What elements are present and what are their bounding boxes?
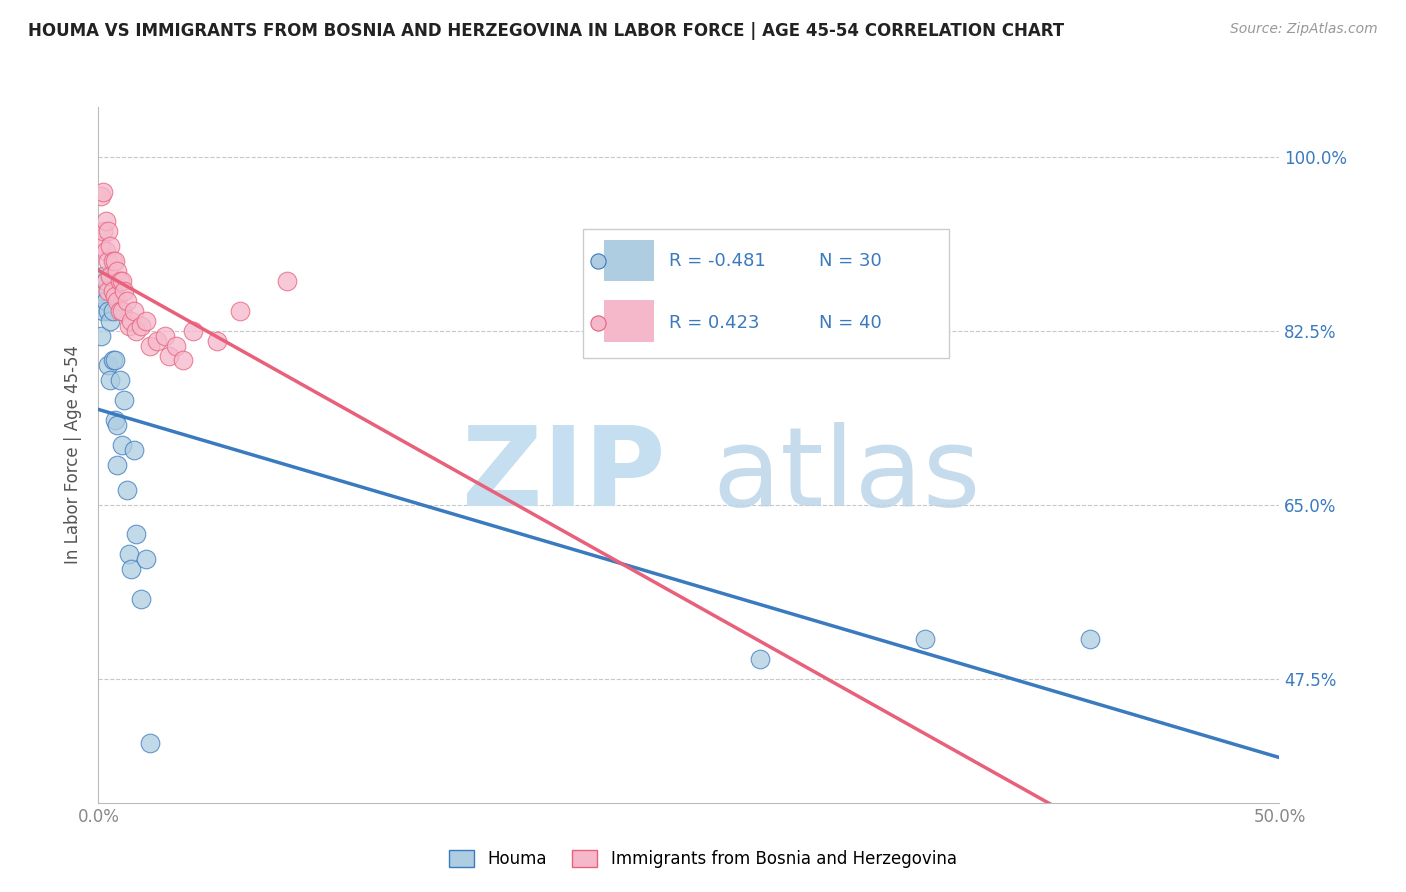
Point (105, 458, 128, 472)
FancyBboxPatch shape (605, 301, 654, 342)
Point (135, 314, 157, 328)
Point (98, 239, 121, 253)
Point (914, 632, 936, 646)
Text: atlas: atlas (713, 422, 981, 529)
Point (91, 185, 114, 199)
Point (115, 293, 138, 308)
Text: N = 40: N = 40 (818, 314, 882, 332)
Point (97, 359, 120, 373)
Point (108, 274, 131, 288)
Point (125, 324, 148, 338)
FancyBboxPatch shape (605, 240, 654, 281)
Point (112, 393, 135, 408)
Point (1080, 632, 1102, 646)
Text: Source: ZipAtlas.com: Source: ZipAtlas.com (1230, 22, 1378, 37)
Point (157, 349, 180, 363)
Point (94, 244, 117, 259)
Point (122, 303, 145, 318)
Point (98, 373, 121, 387)
Point (276, 274, 298, 288)
Point (121, 562, 143, 576)
Point (104, 254, 127, 268)
Text: R = -0.481: R = -0.481 (669, 252, 766, 270)
Point (90, 328, 112, 343)
Point (139, 338, 162, 352)
Point (172, 353, 194, 368)
Point (101, 254, 124, 268)
Point (98, 314, 121, 328)
Point (1087, 458, 1109, 472)
Point (125, 527, 148, 541)
Point (111, 303, 134, 318)
Point (121, 314, 143, 328)
Point (104, 289, 127, 303)
Point (205, 334, 228, 348)
Point (115, 483, 138, 497)
Point (118, 547, 141, 561)
Point (111, 274, 134, 288)
Point (97, 224, 120, 238)
Point (101, 303, 124, 318)
Point (118, 318, 141, 333)
Point (91, 303, 114, 318)
Y-axis label: In Labor Force | Age 45-54: In Labor Force | Age 45-54 (65, 345, 83, 565)
Point (139, 736, 162, 750)
Point (1087, 370, 1109, 384)
Legend: Houma, Immigrants from Bosnia and Herzegovina: Houma, Immigrants from Bosnia and Herzeg… (443, 843, 963, 875)
Point (129, 318, 152, 333)
Point (94, 274, 117, 288)
Point (90, 284, 112, 298)
Point (122, 442, 145, 457)
Point (181, 324, 204, 338)
Point (90, 239, 112, 253)
Point (111, 438, 134, 452)
Point (101, 284, 124, 298)
Point (108, 373, 131, 387)
Point (112, 284, 135, 298)
Point (98, 268, 121, 283)
Point (748, 651, 770, 665)
Point (146, 334, 169, 348)
Point (105, 264, 128, 278)
Text: ZIP: ZIP (463, 422, 665, 529)
Point (108, 303, 131, 318)
Point (153, 328, 176, 343)
Point (165, 338, 187, 352)
Text: N = 30: N = 30 (818, 252, 882, 270)
Point (91, 224, 114, 238)
Point (101, 353, 124, 368)
Point (90, 189, 112, 203)
Point (97, 284, 120, 298)
Point (135, 552, 157, 566)
Point (105, 418, 128, 433)
Point (91, 268, 114, 283)
Point (97, 254, 120, 268)
FancyBboxPatch shape (582, 229, 949, 358)
Point (105, 293, 128, 308)
Point (104, 353, 127, 368)
Point (229, 303, 252, 318)
Text: R = 0.423: R = 0.423 (669, 314, 759, 332)
Point (94, 214, 117, 228)
Point (97, 303, 120, 318)
Text: HOUMA VS IMMIGRANTS FROM BOSNIA AND HERZEGOVINA IN LABOR FORCE | AGE 45-54 CORRE: HOUMA VS IMMIGRANTS FROM BOSNIA AND HERZ… (28, 22, 1064, 40)
Point (104, 413, 127, 427)
Point (129, 592, 152, 607)
Point (94, 274, 117, 288)
Point (94, 293, 117, 308)
